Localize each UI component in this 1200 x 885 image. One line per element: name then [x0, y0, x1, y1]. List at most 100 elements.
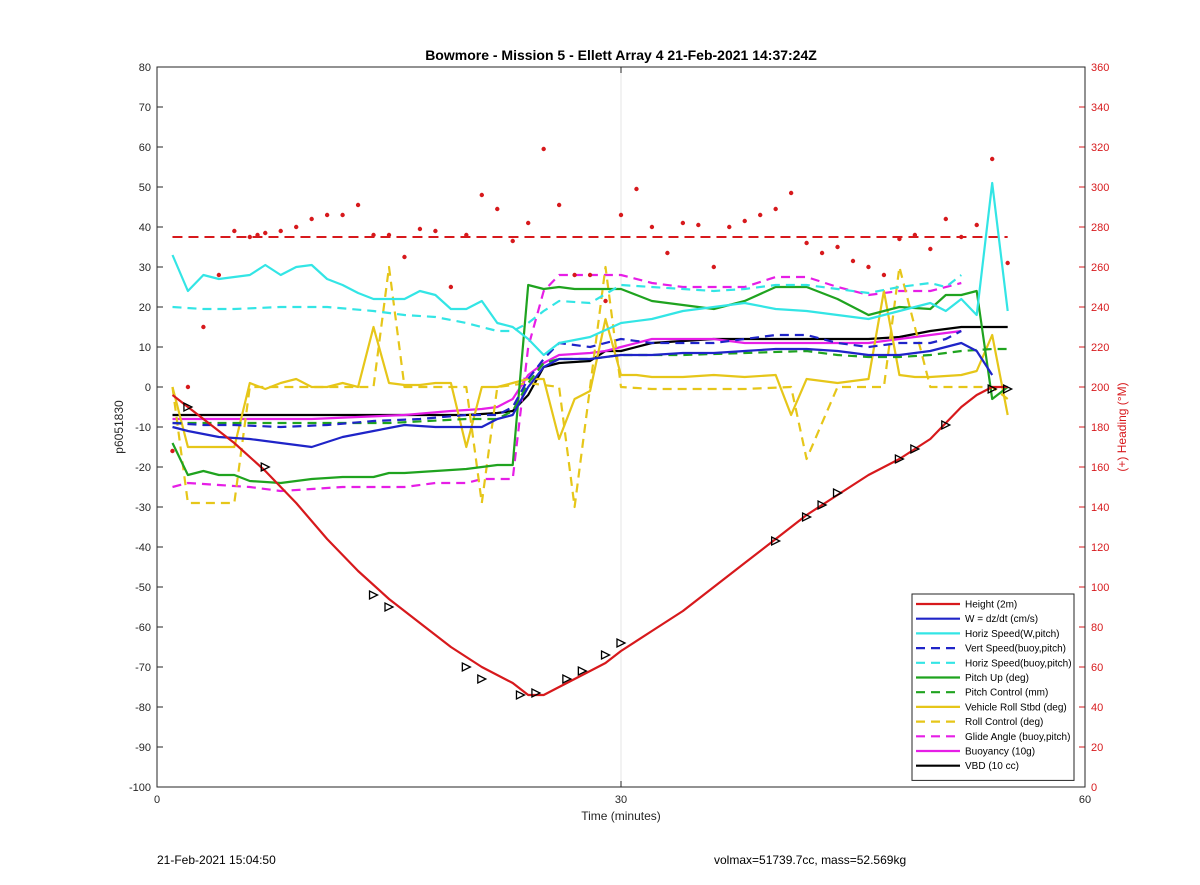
y-tick-label: -60	[135, 622, 151, 634]
heading-point	[247, 234, 252, 240]
legend-entry: Horiz Speed(W,pitch)	[965, 629, 1059, 640]
y2-tick-label: 40	[1091, 702, 1103, 714]
y-tick-label: 70	[139, 102, 151, 114]
depth-marker	[801, 511, 813, 523]
heading-point	[758, 212, 763, 218]
heading-point	[711, 264, 716, 270]
y2-axis-label: (+) Heading (°M)	[1115, 382, 1129, 471]
legend-entry: W = dz/dt (cm/s)	[965, 614, 1038, 625]
legend-entry: Vert Speed(buoy,pitch)	[965, 644, 1066, 655]
x-tick-label: 30	[615, 794, 627, 806]
heading-point	[696, 222, 701, 228]
heading-point	[232, 228, 237, 234]
legend: Height (2m) W = dz/dt (cm/s) Horiz Speed(W…	[911, 593, 1075, 781]
heading-point	[665, 250, 670, 256]
depth-marker	[183, 401, 194, 413]
y-tick-label: -90	[135, 742, 151, 754]
legend-entry: Height (2m)	[965, 600, 1017, 611]
y-axis-label: p6051830	[112, 400, 126, 454]
y2-tick-label: 240	[1091, 302, 1109, 314]
y-tick-label: 30	[139, 262, 151, 274]
depth-marker	[562, 673, 573, 685]
depth-marker	[515, 689, 526, 701]
series-line	[171, 385, 1008, 697]
y2-tick-label: 320	[1091, 142, 1109, 154]
footer-timestamp: 21-Feb-2021 15:04:50	[157, 853, 276, 867]
legend-entry: Glide Angle (buoy,pitch)	[965, 732, 1070, 743]
y2-tick-label: 360	[1091, 62, 1109, 74]
depth-marker	[771, 535, 782, 547]
y-tick-label: 50	[139, 182, 151, 194]
y2-tick-label: 100	[1091, 582, 1109, 594]
heading-point	[928, 246, 933, 252]
heading-point	[618, 212, 624, 218]
y-tick-label: -80	[135, 702, 151, 714]
x-axis-label: Time (minutes)	[581, 809, 661, 823]
depth-marker	[817, 499, 828, 511]
series-line	[171, 283, 1009, 485]
depth-marker	[832, 487, 843, 499]
heading-point	[464, 232, 469, 238]
depth-marker	[368, 589, 379, 601]
y2-tick-label: 80	[1091, 622, 1103, 634]
heading-point	[263, 230, 268, 236]
depth-marker	[577, 665, 588, 677]
series-line	[171, 181, 1009, 357]
y-tick-label: 80	[139, 62, 151, 74]
heading-point	[371, 232, 376, 238]
heading-point	[541, 146, 546, 152]
y2-tick-label: 200	[1091, 382, 1109, 394]
series-line	[171, 265, 1009, 509]
heading-point	[881, 272, 887, 278]
heading-point	[634, 186, 639, 192]
heading-point	[201, 324, 206, 330]
y-tick-label: -10	[135, 422, 151, 434]
series-line	[172, 274, 962, 333]
heading-point	[587, 272, 593, 278]
depth-marker	[600, 649, 611, 661]
heading-point	[386, 232, 392, 238]
footer-stats: volmax=51739.7cc, mass=52.569kg	[714, 853, 907, 867]
y-tick-label: -70	[135, 662, 151, 674]
series-line	[172, 273, 962, 493]
depth-marker	[531, 687, 542, 699]
y2-tick-label: 220	[1091, 342, 1109, 354]
heading-point	[603, 298, 608, 304]
y2-tick-label: 60	[1091, 662, 1103, 674]
depth-marker	[384, 601, 395, 613]
y2-tick-label: 280	[1091, 222, 1109, 234]
heading-point	[990, 156, 995, 162]
depth-marker	[477, 673, 488, 685]
heading-point	[170, 448, 175, 454]
heading-point	[959, 234, 964, 240]
y2-tick-label: 340	[1091, 102, 1109, 114]
markers-layer	[170, 146, 1014, 701]
heading-point	[526, 220, 531, 226]
depth-marker	[941, 419, 952, 431]
y-tick-label: 10	[139, 342, 151, 354]
heading-point	[324, 212, 330, 218]
series-line	[172, 347, 1008, 425]
depth-marker	[616, 637, 627, 649]
heading-point	[402, 254, 407, 260]
y-tick-label: 0	[145, 382, 151, 394]
legend-entry: Buoyancy (10g)	[965, 747, 1035, 758]
y2-tick-label: 160	[1091, 462, 1109, 474]
heading-point	[788, 190, 794, 196]
y-tick-label: -100	[129, 782, 151, 794]
heading-point	[742, 218, 747, 224]
heading-point	[850, 258, 856, 264]
y-tick-label: -40	[135, 542, 151, 554]
heading-point	[912, 232, 918, 238]
heading-point	[355, 202, 361, 208]
legend-entry: Pitch Up (deg)	[965, 673, 1029, 684]
x-tick-label: 60	[1079, 794, 1091, 806]
depth-marker	[987, 383, 998, 395]
y2-tick-label: 20	[1091, 742, 1103, 754]
heading-point	[309, 216, 314, 222]
heading-point	[216, 272, 222, 278]
heading-point	[1005, 260, 1010, 266]
heading-point	[819, 250, 825, 256]
y2-tick-label: 260	[1091, 262, 1109, 274]
legend-entry: Roll Control (deg)	[965, 717, 1043, 728]
